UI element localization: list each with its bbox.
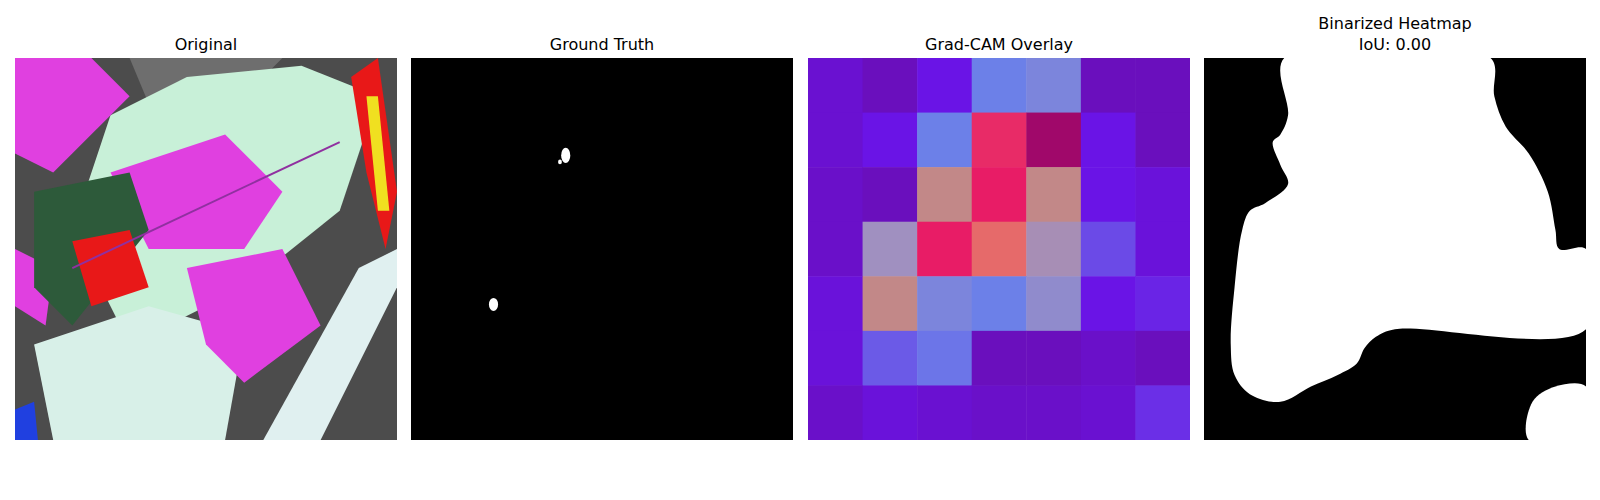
heatmap-cell: [1081, 222, 1136, 277]
heatmap-cell: [1135, 167, 1190, 222]
image-region: [187, 249, 321, 383]
heatmap-cell: [917, 385, 972, 440]
heatmap-cell: [808, 331, 863, 386]
title: Ground Truth: [550, 35, 655, 54]
heatmap-cell: [1026, 113, 1081, 168]
heatmap-cell: [917, 58, 972, 113]
heatmap-cell: [1081, 58, 1136, 113]
image-region: [15, 402, 38, 440]
heatmap-cell: [1026, 385, 1081, 440]
image-region: [72, 230, 148, 306]
heatmap-cell: [1026, 222, 1081, 277]
heatmap-cell: [917, 331, 972, 386]
heatmap-cell: [917, 113, 972, 168]
mask-region: [1231, 58, 1586, 402]
image-region: [351, 58, 397, 249]
mask-blob: [558, 160, 562, 165]
heatmap-cell: [808, 222, 863, 277]
image-region: [34, 173, 149, 326]
heatmap-cell: [1026, 331, 1081, 386]
mask-blob: [489, 298, 498, 311]
subtitle: IoU: 0.00: [1359, 35, 1431, 54]
heatmap-cell: [1081, 385, 1136, 440]
plot-area: [1204, 58, 1586, 440]
heatmap-cell: [1081, 113, 1136, 168]
plot-area: [808, 58, 1190, 440]
heatmap-cell: [917, 222, 972, 277]
heatmap-cell: [1135, 331, 1190, 386]
heatmap-cell: [972, 276, 1027, 331]
heatmap-cell: [863, 58, 918, 113]
panel: Ground Truth: [411, 35, 793, 440]
plot-area: [411, 58, 793, 440]
heatmap-cell: [863, 222, 918, 277]
panel: Binarized Heatmap IoU: 0.00: [1204, 14, 1596, 447]
heatmap-cell: [972, 385, 1027, 440]
heatmap-cell: [1135, 385, 1190, 440]
heatmap-cell: [808, 58, 863, 113]
plot-area: [15, 58, 397, 440]
heatmap-cell: [808, 113, 863, 168]
heatmap-cell: [972, 58, 1027, 113]
image-vein: [72, 142, 339, 268]
heatmap-cell: [1135, 113, 1190, 168]
heatmap-cell: [1026, 167, 1081, 222]
heatmap-cell: [1135, 276, 1190, 331]
title: Grad-CAM Overlay: [925, 35, 1073, 54]
mask-region: [1526, 383, 1586, 440]
heatmap-cell: [863, 113, 918, 168]
image-region: [15, 58, 130, 173]
heatmap-cell: [1135, 58, 1190, 113]
heatmap-cell: [808, 167, 863, 222]
heatmap-cell: [972, 331, 1027, 386]
heatmap-cell: [863, 276, 918, 331]
figure: Original Ground Truth Grad-CAM Overlay Bina…: [0, 0, 1600, 500]
title: Binarized Heatmap: [1318, 14, 1471, 33]
image-background: [15, 58, 397, 440]
panel: Grad-CAM Overlay: [808, 35, 1191, 441]
heatmap-cell: [863, 167, 918, 222]
heatmap-cell: [1026, 58, 1081, 113]
heatmap-cell: [863, 385, 918, 440]
heatmap-cell: [863, 331, 918, 386]
heatmap-cell: [1081, 167, 1136, 222]
heatmap-cell: [972, 167, 1027, 222]
heatmap-cell: [972, 222, 1027, 277]
mask-blob: [561, 148, 570, 163]
heatmap-cell: [1026, 276, 1081, 331]
heatmap-cell: [1135, 222, 1190, 277]
heatmap-cell: [808, 276, 863, 331]
heatmap-cell: [1081, 276, 1136, 331]
image-region: [366, 96, 389, 211]
mask-background: [411, 58, 793, 440]
panel: Original: [15, 35, 397, 440]
heatmap-cell: [972, 113, 1027, 168]
title: Original: [175, 35, 238, 54]
heatmap-cell: [917, 276, 972, 331]
image-region: [263, 249, 397, 440]
heatmap-cell: [917, 167, 972, 222]
heatmap-cell: [1081, 331, 1136, 386]
heatmap-cell: [808, 385, 863, 440]
